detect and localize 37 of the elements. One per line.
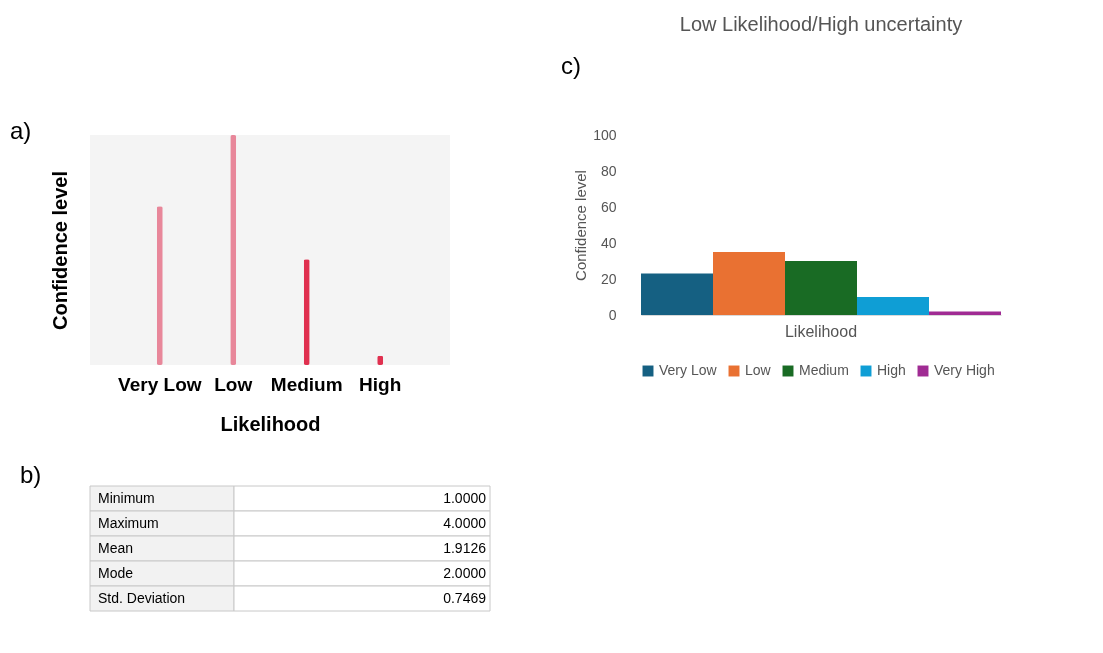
bar [857, 297, 929, 315]
y-axis-title: Confidence level [48, 171, 71, 330]
category-label: Mean [98, 539, 134, 556]
x-axis-title: Likelihood [220, 412, 321, 435]
bar [785, 261, 857, 315]
text: b) [20, 461, 42, 488]
x-tick-label: Medium [270, 373, 343, 395]
data-label: 1.9126 [443, 539, 487, 556]
y-tick-label: 0 [608, 306, 617, 323]
category-label: Mode [98, 564, 134, 581]
legend-label: Medium [799, 362, 849, 378]
data-label: 1.0000 [443, 489, 487, 506]
text: c) [561, 52, 581, 79]
x-tick-label: High [359, 373, 402, 395]
x-tick-label: Very Low [118, 373, 202, 395]
y-tick-label: 60 [600, 198, 617, 215]
chart-title: Low Likelihood/High uncertainty [679, 13, 963, 35]
category-label: Maximum [98, 514, 159, 531]
data-label: 4.0000 [443, 514, 487, 531]
text: a) [10, 117, 32, 144]
bar [929, 311, 1001, 315]
category-label: Std. Deviation [98, 589, 186, 606]
legend-label: Very Low [659, 362, 718, 378]
data-label: 0.7469 [443, 589, 487, 606]
y-tick-label: 40 [600, 234, 617, 251]
category-label: Minimum [98, 489, 155, 506]
bar [713, 252, 785, 315]
legend-label: Low [745, 362, 772, 378]
y-axis-title: Confidence level [572, 170, 590, 281]
x-tick-label: Low [214, 373, 253, 395]
legend-label: Very High [934, 362, 995, 378]
bar [641, 273, 713, 315]
y-tick-label: 100 [593, 126, 617, 143]
data-label: 2.0000 [443, 564, 487, 581]
y-tick-label: 80 [600, 162, 617, 179]
legend-label: High [877, 362, 906, 378]
y-tick-label: 20 [600, 270, 617, 287]
